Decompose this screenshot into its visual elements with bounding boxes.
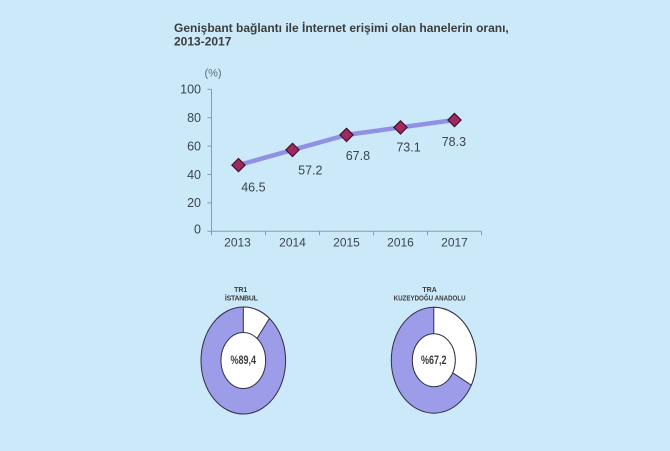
svg-text:46.5: 46.5 [241,180,265,194]
svg-text:78.3: 78.3 [442,135,466,149]
svg-text:(%): (%) [204,68,221,80]
svg-text:40: 40 [187,168,201,182]
svg-text:2016: 2016 [387,235,414,249]
svg-text:%89,4: %89,4 [231,353,257,367]
svg-text:20: 20 [187,196,201,210]
svg-text:2013: 2013 [224,235,251,249]
svg-text:%67,2: %67,2 [421,353,447,367]
svg-text:İSTANBUL: İSTANBUL [225,295,259,303]
svg-text:TRA: TRA [422,287,436,294]
svg-text:67.8: 67.8 [346,149,370,163]
svg-text:2017: 2017 [441,235,468,249]
svg-text:TR1: TR1 [234,287,247,294]
svg-text:100: 100 [180,83,201,97]
svg-text:80: 80 [187,111,201,125]
svg-text:60: 60 [187,139,201,153]
svg-text:2014: 2014 [279,235,306,249]
svg-text:57.2: 57.2 [298,164,322,178]
svg-text:0: 0 [194,223,201,237]
svg-text:2013-2017: 2013-2017 [174,35,232,49]
svg-text:73.1: 73.1 [396,141,420,155]
svg-text:KUZEYDOĞU ANADOLU: KUZEYDOĞU ANADOLU [394,294,466,303]
svg-text:2015: 2015 [333,235,360,249]
svg-text:Genişbant bağlantı ile İnterne: Genişbant bağlantı ile İnternet erişimi … [174,20,509,35]
